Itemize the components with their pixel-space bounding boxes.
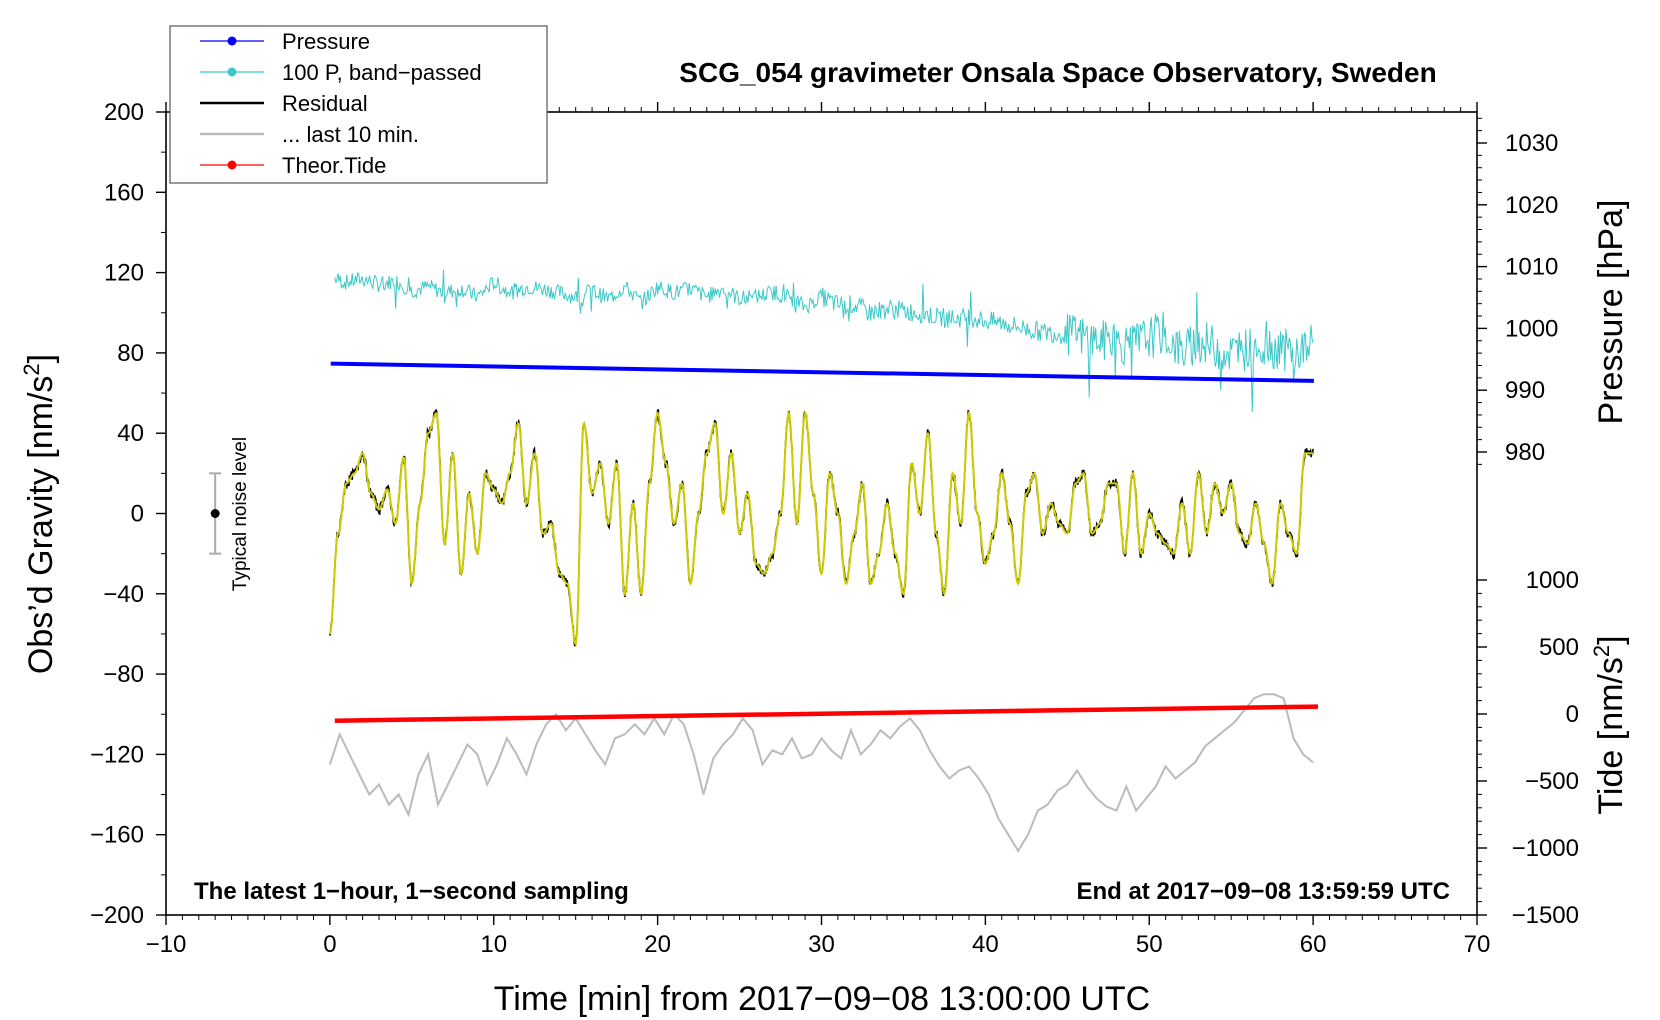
legend-swatch-dot (227, 160, 237, 170)
y-tick-label: −40 (103, 581, 144, 608)
tide-tick-label: −500 (1525, 768, 1579, 795)
x-tick-label: 30 (808, 931, 835, 958)
x-tick-label: −10 (146, 931, 187, 958)
bandpassed-pressure-line (334, 269, 1314, 413)
pressure-axis-title: Pressure [hPa] (1592, 200, 1630, 425)
x-tick-label: 40 (972, 931, 999, 958)
x-tick-label: 20 (644, 931, 671, 958)
pressure-tick-label: 1000 (1505, 315, 1558, 342)
legend-swatch-dot (227, 67, 237, 77)
annotation-right: End at 2017−09−08 13:59:59 UTC (1076, 878, 1450, 905)
pressure-line (330, 361, 1314, 383)
series-layer (328, 269, 1319, 853)
tide-tick-label: −1000 (1512, 835, 1579, 862)
x-axis-title: Time [min] from 2017−09−08 13:00:00 UTC (494, 980, 1150, 1018)
pressure-tick-label: 1030 (1505, 130, 1558, 157)
pressure-tick-label: 1010 (1505, 254, 1558, 281)
legend-label: Residual (282, 91, 368, 116)
pressure-tick-label: 980 (1505, 439, 1545, 466)
last-10-min-line (328, 693, 1314, 853)
y-axis-left: 200 160 120 80 40 0 −40 −80 −120 −160 −200 (90, 99, 166, 929)
x-tick-label: 10 (480, 931, 507, 958)
tide-tick-label: 500 (1539, 634, 1579, 661)
pressure-tick-label: 990 (1505, 377, 1545, 404)
legend-swatch-dot (227, 36, 237, 46)
y-tick-label: −200 (90, 902, 144, 929)
x-tick-label: 0 (323, 931, 336, 958)
annotation-left: The latest 1−hour, 1−second sampling (194, 878, 629, 905)
y-tick-label: 80 (117, 340, 144, 367)
legend-label: ... last 10 min. (282, 122, 419, 147)
y-axis-title-left: Obs’d Gravity [nm/s2] (19, 354, 60, 674)
x-tick-label: 60 (1300, 931, 1327, 958)
y-tick-label: 40 (117, 420, 144, 447)
tide-tick-label: 1000 (1526, 567, 1579, 594)
pressure-tick-label: 1020 (1505, 192, 1558, 219)
x-tick-label: 50 (1136, 931, 1163, 958)
y-tick-label: −160 (90, 822, 144, 849)
x-tick-label: 70 (1464, 931, 1491, 958)
y-tick-label: 120 (104, 260, 144, 287)
y-tick-label: 160 (104, 179, 144, 206)
y-tick-label: −80 (103, 661, 144, 688)
pressure-axis: 1030 1020 1010 1000 990 980 (1477, 117, 1558, 466)
tide-tick-label: −1500 (1512, 902, 1579, 929)
x-axis: −10 0 10 20 30 40 50 60 70 (146, 102, 1491, 958)
legend: Pressure 100 P, band−passed Residual ... la… (200, 29, 482, 178)
legend-label: Pressure (282, 29, 370, 54)
legend-label: 100 P, band−passed (282, 60, 482, 85)
legend-box (169, 25, 548, 184)
y-tick-label: −120 (90, 741, 144, 768)
noise-bar (209, 472, 222, 555)
noise-label: Typical noise level (230, 437, 251, 591)
residual-smoothed-line (328, 410, 1314, 647)
chart-title: SCG_054 gravimeter Onsala Space Observat… (679, 57, 1436, 88)
tide-axis: 1000 500 0 −500 −1000 −1500 (1477, 567, 1579, 929)
noise-bar-center-dot (210, 509, 220, 518)
tide-axis-title: Tide [nm/s2] (1589, 635, 1630, 814)
tide-line (334, 704, 1319, 723)
tide-tick-label: 0 (1566, 701, 1579, 728)
legend-label: Theor.Tide (282, 153, 386, 178)
y-tick-label: 200 (104, 99, 144, 126)
y-tick-label: 0 (131, 501, 144, 528)
